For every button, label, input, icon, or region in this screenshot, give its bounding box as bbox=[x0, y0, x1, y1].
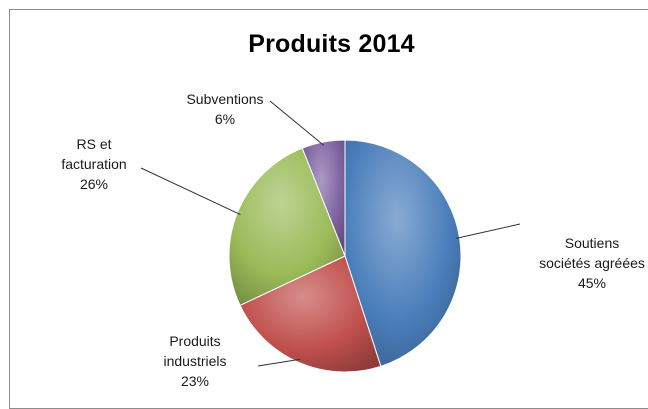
label-rs-facturation: RS et facturation 26% bbox=[44, 134, 144, 194]
pie-slice-1 bbox=[239, 255, 382, 373]
leader-line-0 bbox=[456, 223, 521, 239]
label-produits-pct: 23% bbox=[180, 373, 210, 389]
label-subventions-pct: 6% bbox=[214, 111, 236, 127]
leader-line-1 bbox=[257, 358, 301, 367]
label-rs-line1: RS et bbox=[76, 136, 112, 152]
label-soutiens-pct: 45% bbox=[577, 275, 607, 291]
leader-line-2 bbox=[140, 167, 241, 216]
label-produits-line1: Produits bbox=[169, 333, 221, 349]
chart-title: Produits 2014 bbox=[248, 30, 415, 58]
label-subventions: Subventions 6% bbox=[170, 89, 280, 129]
pie-chart bbox=[140, 100, 521, 373]
label-soutiens-line1: Soutiens bbox=[564, 235, 620, 251]
label-subventions-line1: Subventions bbox=[186, 91, 264, 107]
label-rs-line2: facturation bbox=[61, 156, 127, 172]
label-produits-line2: industriels bbox=[163, 353, 227, 369]
label-soutiens-line2: sociétés agréées bbox=[539, 255, 645, 271]
label-soutiens: Soutiens sociétés agréées 45% bbox=[532, 233, 648, 293]
leader-line-3 bbox=[269, 100, 325, 146]
label-rs-pct: 26% bbox=[79, 176, 109, 192]
pie-slice-3 bbox=[301, 139, 346, 257]
label-produits-industriels: Produits industriels 23% bbox=[140, 331, 250, 391]
